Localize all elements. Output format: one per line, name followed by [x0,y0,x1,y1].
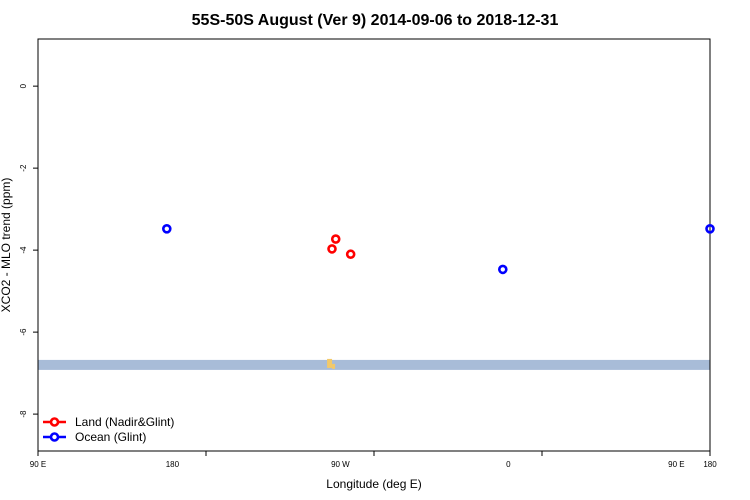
legend: Land (Nadir&Glint)Ocean (Glint) [43,415,174,444]
data-point [497,264,508,275]
x-tick-label: 90 W [331,460,350,469]
land-band-highlight [327,358,333,368]
chart-title: 55S-50S August (Ver 9) 2014-09-06 to 201… [192,12,559,29]
y-tick-label: -6 [19,328,28,336]
y-axis: 0 -2 -4 -6 -8 [19,83,38,418]
y-axis-label: XCO2 - MLO trend (ppm) [0,178,13,313]
x-axis-label: Longitude (deg E) [326,477,421,491]
y-tick-label: -8 [19,410,28,418]
legend-marker [49,417,60,427]
data-point [345,249,356,260]
x-tick-label: 0 [506,460,511,469]
plot-frame [37,38,711,452]
y-tick-label: -2 [19,164,28,172]
x-tick-label: 180 [166,460,180,469]
data-marks [162,224,715,275]
x-tick-label: 180 [703,460,717,469]
y-tick-label: 0 [19,83,28,88]
legend-label: Ocean (Glint) [75,430,146,444]
y-tick-label: -4 [19,246,28,254]
land-band [38,358,710,370]
data-point [330,234,341,244]
land-band-strip [38,359,710,370]
data-point [705,224,715,234]
x-tick-label: 90 E [668,460,684,469]
x-tick-label: 90 E [30,460,46,469]
x-axis: 90 E 180 90 W 0 90 E 180 [30,451,717,469]
land-band-highlight [332,363,336,369]
legend-marker [49,432,60,442]
plot-area [37,38,715,452]
data-point [327,244,337,254]
legend-label: Land (Nadir&Glint) [75,415,174,429]
data-point [162,224,172,234]
